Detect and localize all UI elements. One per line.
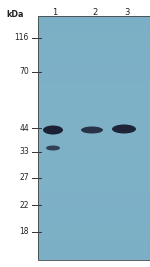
Bar [38, 235, 150, 239]
Bar [38, 95, 150, 98]
Bar [38, 184, 150, 187]
Text: 27: 27 [19, 174, 29, 183]
Bar [38, 19, 150, 22]
Bar [38, 80, 150, 83]
Bar [38, 113, 150, 117]
Bar [38, 168, 150, 172]
Text: 3: 3 [124, 8, 130, 17]
Bar [38, 16, 150, 260]
Bar [38, 254, 150, 257]
Bar [38, 156, 150, 159]
Bar [38, 62, 150, 65]
Bar [38, 187, 150, 190]
Bar [0, 0, 150, 16]
Bar [38, 211, 150, 214]
Bar [38, 31, 150, 34]
Bar [38, 117, 150, 120]
Bar [38, 86, 150, 89]
Bar [38, 22, 150, 25]
Bar [38, 153, 150, 156]
Bar [38, 150, 150, 153]
Bar [38, 16, 150, 19]
Bar [38, 251, 150, 254]
Text: 2: 2 [92, 8, 98, 17]
Text: 116: 116 [15, 33, 29, 42]
Bar [38, 111, 150, 113]
Bar [38, 104, 150, 108]
Bar [38, 205, 150, 208]
Bar [38, 175, 150, 178]
Bar [38, 208, 150, 211]
Bar [38, 98, 150, 101]
Text: 33: 33 [19, 147, 29, 156]
Text: 44: 44 [19, 124, 29, 132]
Bar [38, 172, 150, 175]
Bar [38, 242, 150, 245]
Bar [38, 120, 150, 123]
Bar [38, 65, 150, 68]
Bar [38, 40, 150, 44]
Bar [38, 68, 150, 71]
Bar [38, 28, 150, 31]
Bar [38, 190, 150, 193]
Bar [38, 74, 150, 77]
Bar [38, 214, 150, 217]
Bar [38, 166, 150, 168]
Bar [38, 126, 150, 129]
Ellipse shape [112, 124, 136, 134]
Bar [38, 59, 150, 62]
Bar [38, 101, 150, 104]
Bar [38, 248, 150, 251]
Bar [38, 217, 150, 220]
Bar [38, 239, 150, 242]
Bar [38, 141, 150, 144]
Bar [38, 257, 150, 260]
Bar [38, 220, 150, 223]
Bar [38, 34, 150, 37]
Bar [38, 44, 150, 46]
Bar [38, 230, 150, 233]
Bar [38, 53, 150, 56]
Bar [38, 193, 150, 196]
Bar [38, 245, 150, 248]
Bar [38, 181, 150, 184]
Bar [38, 25, 150, 28]
Bar [38, 233, 150, 235]
Bar [38, 159, 150, 162]
Bar [38, 144, 150, 147]
Bar [38, 89, 150, 92]
Bar [38, 108, 150, 111]
Bar [38, 147, 150, 150]
Bar [0, 260, 150, 267]
Bar [38, 135, 150, 138]
Bar [38, 132, 150, 135]
Bar [38, 37, 150, 40]
Bar [38, 226, 150, 230]
Bar [38, 199, 150, 202]
Bar [38, 50, 150, 53]
Bar [38, 129, 150, 132]
Bar [38, 77, 150, 80]
Ellipse shape [43, 125, 63, 135]
Bar [38, 123, 150, 126]
Ellipse shape [46, 146, 60, 151]
Bar [38, 223, 150, 226]
Ellipse shape [81, 127, 103, 134]
Bar [38, 83, 150, 86]
Text: 22: 22 [20, 201, 29, 210]
Bar [38, 138, 150, 141]
Bar [38, 202, 150, 205]
Bar [38, 56, 150, 59]
Bar [38, 178, 150, 181]
Text: 1: 1 [52, 8, 58, 17]
Text: kDa: kDa [6, 10, 24, 19]
Bar [38, 46, 150, 50]
Text: 18: 18 [20, 227, 29, 237]
Bar [38, 196, 150, 199]
Bar [0, 0, 38, 267]
Bar [38, 71, 150, 74]
Bar [38, 92, 150, 95]
Bar [38, 162, 150, 166]
Text: 70: 70 [19, 68, 29, 77]
